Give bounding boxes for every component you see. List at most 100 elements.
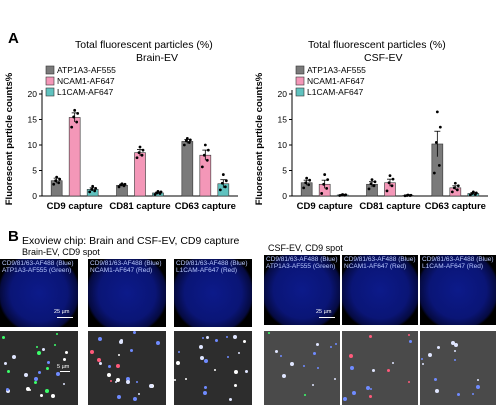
particle xyxy=(476,385,480,389)
y-tick-label: 10 xyxy=(278,140,288,150)
y-tick-label: 5 xyxy=(32,166,37,176)
data-point xyxy=(307,183,311,187)
particle xyxy=(421,358,423,360)
particle xyxy=(227,356,229,358)
particle xyxy=(133,397,137,401)
particle xyxy=(408,334,410,336)
particle xyxy=(343,397,347,401)
particle xyxy=(51,394,55,398)
particle xyxy=(202,337,204,339)
csf-tile-atp1a3: CD9/81/63-AF488 (Blue) ATP1A3-AF555 (Gre… xyxy=(264,255,340,325)
particle xyxy=(477,379,479,381)
csf-ev-bar-chart: Fluorescent particle counts% 0 5 10 15 20 CD9 … xyxy=(254,65,488,212)
particle xyxy=(349,354,353,358)
particle xyxy=(350,366,354,370)
panel-a-letter: A xyxy=(8,30,19,47)
particle xyxy=(234,370,238,374)
particle xyxy=(472,393,474,395)
data-point xyxy=(434,141,438,144)
data-point xyxy=(137,151,141,155)
panel-b-letter: B xyxy=(8,228,19,245)
tile-label: CD9/81/63-AF488 (Blue) xyxy=(266,256,338,263)
particle xyxy=(6,388,9,391)
particle xyxy=(6,389,10,393)
particle xyxy=(54,344,56,346)
y-tick-label: 5 xyxy=(282,166,287,176)
tile-label: ATP1A3-AF555 (Green) xyxy=(2,267,72,274)
particle xyxy=(234,384,237,387)
particle xyxy=(303,365,305,367)
bar xyxy=(181,141,194,197)
particle xyxy=(233,335,237,339)
particle xyxy=(133,331,136,334)
data-point xyxy=(218,188,222,192)
data-point xyxy=(138,145,142,149)
scale-bar xyxy=(319,317,335,318)
particle xyxy=(334,378,336,380)
particle xyxy=(434,378,437,381)
particle xyxy=(437,346,440,349)
particle xyxy=(156,341,160,345)
particle xyxy=(37,351,41,355)
particle xyxy=(98,337,102,341)
legend-swatch xyxy=(45,65,55,75)
particle xyxy=(245,370,248,373)
particle xyxy=(317,367,319,369)
particle xyxy=(238,352,240,354)
tile-label: L1CAM-AF647 (Red) xyxy=(422,263,484,270)
data-point xyxy=(93,189,97,193)
data-point xyxy=(123,182,127,186)
particle xyxy=(185,378,187,380)
particle xyxy=(282,374,286,378)
data-point xyxy=(304,181,308,185)
particle xyxy=(4,362,7,365)
csf-tile-l1cam: CD9/81/63-AF488 (Blue) L1CAM-AF647 (Red) xyxy=(420,255,496,325)
data-point xyxy=(55,175,59,179)
brain-tile-atp1a3: CD9/81/63-AF488 (Blue) ATP1A3-AF555 (Gre… xyxy=(0,259,78,327)
particle xyxy=(118,354,120,356)
tile-label: NCAM1-AF647 (Red) xyxy=(90,267,153,274)
brain-tile-l1cam: CD9/81/63-AF488 (Blue) L1CAM-AF647 (Red) xyxy=(174,259,252,327)
data-point xyxy=(452,186,456,190)
data-point xyxy=(221,173,225,176)
particle xyxy=(454,359,456,361)
data-point xyxy=(456,184,460,188)
particle xyxy=(372,369,375,372)
x-tick-label: CD81 capture xyxy=(109,201,170,212)
bar xyxy=(68,117,81,197)
chart-right-subtitle: CSF-EV xyxy=(364,52,403,64)
x-tick-label: CD9 capture xyxy=(297,201,353,212)
particle xyxy=(226,336,228,338)
particle xyxy=(204,386,207,389)
csf-zoom-l1cam xyxy=(420,331,496,405)
tile-label: CD9/81/63-AF488 (Blue) xyxy=(90,260,162,267)
particle xyxy=(204,359,208,363)
particle xyxy=(63,358,66,361)
y-tick-label: 10 xyxy=(28,140,38,150)
particle xyxy=(369,395,372,398)
particle xyxy=(130,349,133,352)
data-point xyxy=(325,186,329,190)
particle xyxy=(229,398,232,401)
data-point xyxy=(223,185,227,189)
particle xyxy=(316,343,319,346)
particle xyxy=(366,386,370,390)
data-point xyxy=(57,181,61,185)
data-point xyxy=(435,110,439,114)
legend-swatch xyxy=(295,65,305,75)
particle xyxy=(34,381,37,384)
data-point xyxy=(468,193,472,197)
particle xyxy=(243,340,246,343)
particle xyxy=(392,362,394,364)
data-point xyxy=(91,184,95,188)
tile-label: CD9/81/63-AF488 (Blue) xyxy=(176,260,248,267)
panel-b-title: Exoview chip: Brain and CSF-EV, CD9 capt… xyxy=(22,235,240,247)
csf-tile-ncam1: CD9/81/63-AF488 (Blue) NCAM1-AF647 (Red) xyxy=(342,255,418,325)
particle xyxy=(149,384,153,388)
scale-bar-label: 5 µm xyxy=(57,364,70,370)
data-point xyxy=(94,186,98,190)
particle xyxy=(335,343,337,345)
particle xyxy=(126,380,130,384)
particle xyxy=(12,355,16,359)
particle xyxy=(428,353,432,357)
